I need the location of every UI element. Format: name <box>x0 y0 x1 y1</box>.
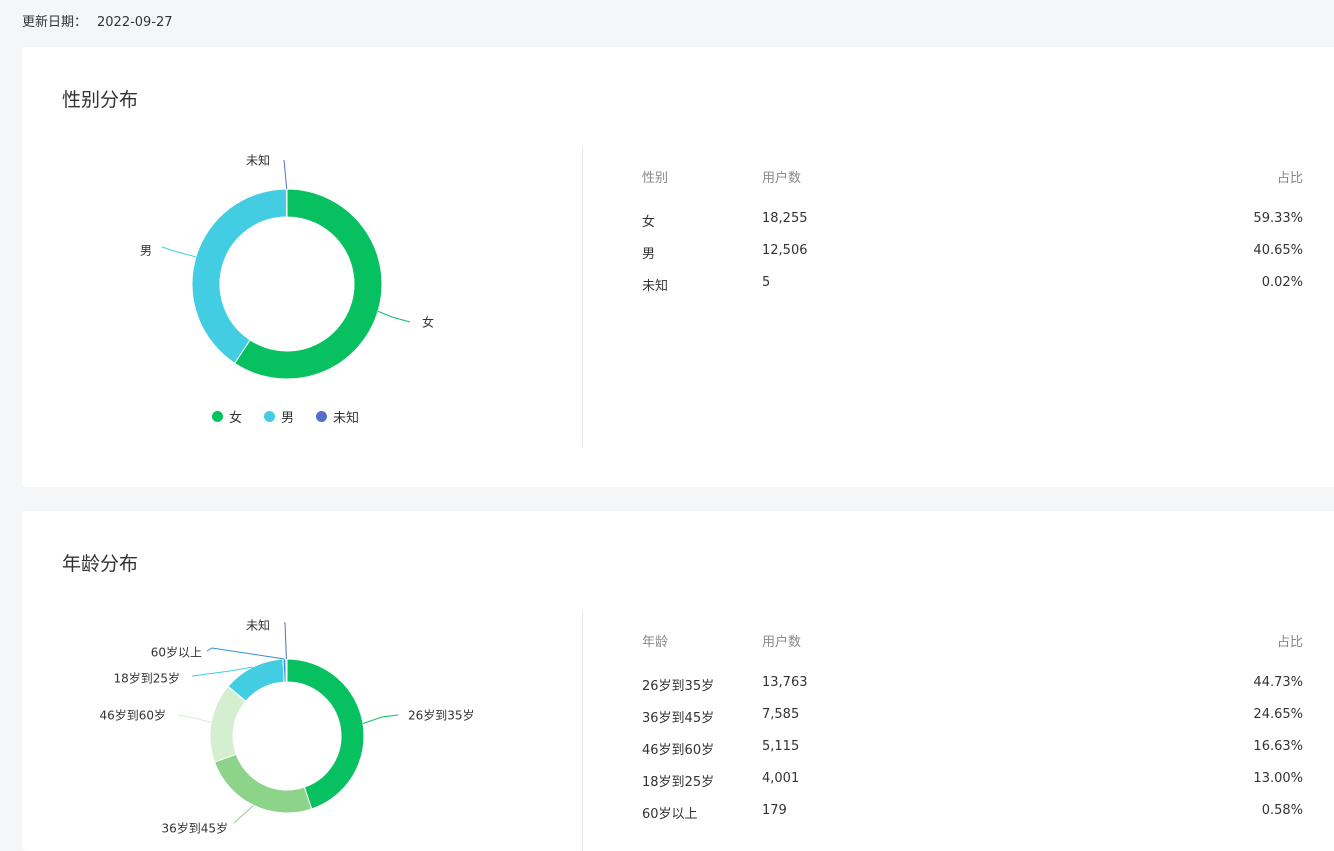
legend-label-male: 男 <box>281 411 295 426</box>
row-count: 4,001 <box>762 771 800 786</box>
gender-distribution-card: 性别分布 女男未知 女 男 未知 性别 用户数 占比 女 18,255 59.3… <box>22 47 1334 487</box>
row-pct: 40.65% <box>1253 243 1303 258</box>
table-row: 未知 5 0.02% <box>642 275 1303 307</box>
slice-label-2: 未知 <box>246 154 270 168</box>
age-card-title: 年龄分布 <box>62 553 139 575</box>
legend-label-female: 女 <box>229 411 243 426</box>
row-label: 男 <box>642 247 656 262</box>
age-distribution-card: 年龄分布 26岁到35岁 36岁到45岁 46岁到60岁 18岁到25岁 60岁以上 未知… <box>22 511 1334 851</box>
row-label: 18岁到25岁 <box>642 775 715 790</box>
legend-item-male[interactable]: 男 <box>264 407 294 426</box>
gender-divider <box>582 147 583 447</box>
header-users: 用户数 <box>762 171 802 186</box>
legend-label-unknown: 未知 <box>333 411 360 426</box>
row-count: 5,115 <box>762 739 800 754</box>
legend-item-unknown[interactable]: 未知 <box>316 407 359 426</box>
table-row: 36岁到45岁 7,585 24.65% <box>642 707 1303 739</box>
slice-0 <box>233 188 383 380</box>
update-date-value: 2022-09-27 <box>97 15 173 30</box>
slice-2 <box>285 188 288 218</box>
slice-label-3: 18岁到25岁 <box>113 671 180 686</box>
row-label: 未知 <box>642 279 669 294</box>
table-row: 46岁到60岁 5,115 16.63% <box>642 739 1303 771</box>
row-pct: 0.02% <box>1261 275 1303 290</box>
gender-table-header: 性别 用户数 占比 <box>642 167 1303 211</box>
leader-line-1 <box>161 246 197 258</box>
row-count: 7,585 <box>762 707 800 722</box>
legend-dot-female <box>212 411 223 422</box>
header-age: 年龄 <box>642 635 669 650</box>
legend-item-female[interactable]: 女 <box>212 407 242 426</box>
update-date: 更新日期： 2022-09-27 <box>22 11 173 30</box>
header-gender: 性别 <box>642 171 669 186</box>
table-row: 26岁到35岁 13,763 44.73% <box>642 675 1303 707</box>
leader-line-0 <box>362 714 399 724</box>
slice-1 <box>213 753 313 814</box>
gender-table: 性别 用户数 占比 女 18,255 59.33% 男 12,506 40.65… <box>642 167 1303 307</box>
update-date-label: 更新日期： <box>22 15 88 30</box>
leader-line-2 <box>283 159 288 190</box>
row-label: 60岁以上 <box>642 807 698 822</box>
row-count: 12,506 <box>762 243 808 258</box>
slice-5 <box>285 658 288 683</box>
leader-line-2 <box>177 714 212 723</box>
row-label: 女 <box>642 215 656 230</box>
slice-label-0: 26岁到35岁 <box>408 708 475 723</box>
row-count: 5 <box>762 275 771 290</box>
header-ratio: 占比 <box>1276 171 1303 186</box>
row-pct: 24.65% <box>1253 707 1303 722</box>
slice-label-5: 未知 <box>246 619 270 633</box>
row-pct: 13.00% <box>1253 771 1303 786</box>
row-label: 46岁到60岁 <box>642 743 715 758</box>
leader-line-3 <box>191 666 253 677</box>
slice-1 <box>191 188 288 364</box>
table-row: 女 18,255 59.33% <box>642 211 1303 243</box>
leader-line-0 <box>377 310 411 323</box>
row-pct: 0.58% <box>1261 803 1303 818</box>
row-count: 179 <box>762 803 787 818</box>
row-pct: 59.33% <box>1253 211 1303 226</box>
age-table-header: 年龄 用户数 占比 <box>642 631 1303 675</box>
leader-line-4 <box>206 647 285 660</box>
row-count: 13,763 <box>762 675 808 690</box>
row-count: 18,255 <box>762 211 808 226</box>
row-label: 36岁到45岁 <box>642 711 715 726</box>
slice-label-1: 36岁到45岁 <box>161 821 228 836</box>
age-divider <box>582 611 583 851</box>
row-pct: 16.63% <box>1253 739 1303 754</box>
slice-label-4: 60岁以上 <box>151 645 202 660</box>
slice-label-2: 46岁到60岁 <box>99 708 166 723</box>
table-row: 18岁到25岁 4,001 13.00% <box>642 771 1303 803</box>
legend-dot-male <box>264 411 276 422</box>
leader-line-5 <box>284 622 287 660</box>
age-table: 年龄 用户数 占比 26岁到35岁 13,763 44.73% 36岁到45岁 … <box>642 631 1303 835</box>
slice-2 <box>209 685 247 763</box>
gender-card-title: 性别分布 <box>62 89 139 111</box>
table-row: 60岁以上 179 0.58% <box>642 803 1303 835</box>
slice-label-1: 男 <box>140 244 152 258</box>
gender-legend: 女 男 未知 <box>212 407 381 426</box>
table-row: 男 12,506 40.65% <box>642 243 1303 275</box>
slice-label-0: 女 <box>422 315 434 330</box>
age-donut-chart: 26岁到35岁 36岁到45岁 46岁到60岁 18岁到25岁 60岁以上 未知 <box>99 619 475 836</box>
legend-dot-unknown <box>316 411 328 422</box>
gender-donut-chart: 女 男 未知 <box>140 154 434 380</box>
leader-line-1 <box>233 804 254 824</box>
row-label: 26岁到35岁 <box>642 679 715 694</box>
slice-0 <box>286 658 365 810</box>
header-ratio: 占比 <box>1276 635 1303 650</box>
row-pct: 44.73% <box>1253 675 1303 690</box>
header-users: 用户数 <box>762 635 802 650</box>
